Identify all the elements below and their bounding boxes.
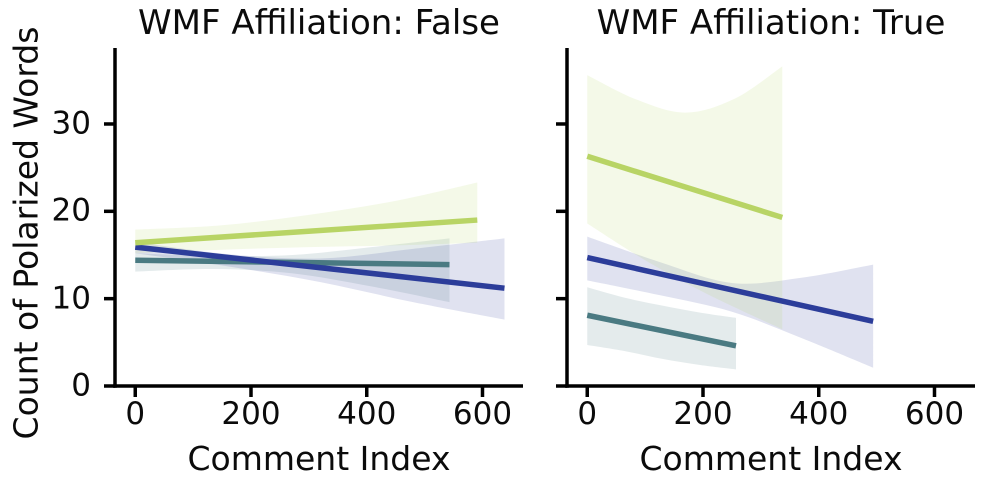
x-tick-label: 200 xyxy=(673,396,733,432)
y-tick-label: 30 xyxy=(51,105,91,142)
y-tick-label: 20 xyxy=(51,192,91,229)
y-tick-label: 10 xyxy=(51,280,91,317)
x-axis-label-left: Comment Index xyxy=(187,439,451,478)
confidence-band-navy-blue xyxy=(587,236,874,368)
x-tick-label: 600 xyxy=(904,396,965,432)
panel-title-false: WMF Affiliation: False xyxy=(138,3,500,43)
x-tick-label: 600 xyxy=(452,396,513,432)
regression-line-yellow-green xyxy=(135,217,478,246)
panel-title-true: WMF Affiliation: True xyxy=(596,3,946,43)
x-tick-label: 400 xyxy=(337,396,397,432)
x-axis-label-right: Comment Index xyxy=(639,439,903,478)
regression-line-yellow-green xyxy=(586,153,784,221)
x-tick-label: 0 xyxy=(125,396,146,432)
x-tick-label: 0 xyxy=(577,396,598,432)
confidence-band-yellow-green xyxy=(135,182,478,254)
y-tick-label: 0 xyxy=(71,367,91,404)
confidence-band-yellow-green xyxy=(587,66,783,330)
confidence-band-teal xyxy=(135,238,450,303)
regression-line-navy-blue xyxy=(134,244,505,291)
regression-line-navy-blue xyxy=(586,254,874,325)
regression-line-teal xyxy=(586,312,737,349)
x-tick-label: 400 xyxy=(789,396,849,432)
x-tick-label: 200 xyxy=(221,396,281,432)
